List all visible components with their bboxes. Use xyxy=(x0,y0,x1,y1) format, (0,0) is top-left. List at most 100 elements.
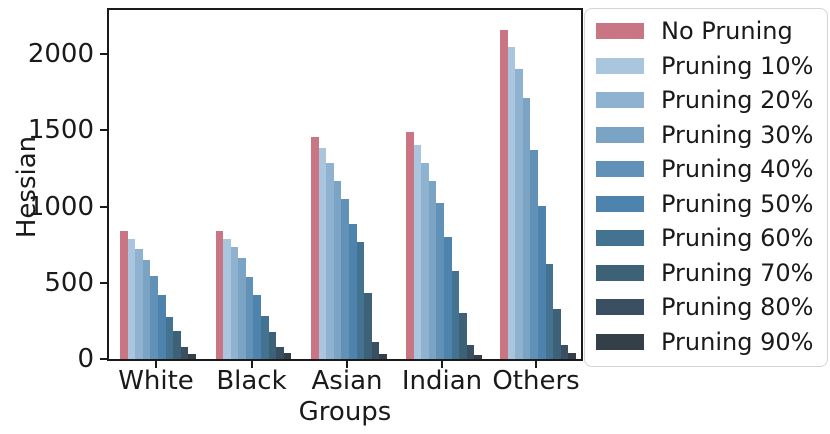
bar xyxy=(436,202,444,359)
bar xyxy=(150,275,158,359)
bar xyxy=(474,355,482,359)
bar xyxy=(215,230,224,359)
x-tick-label-black: Black xyxy=(216,366,287,396)
x-tick xyxy=(346,361,348,368)
bar xyxy=(421,163,429,359)
y-tick xyxy=(100,53,107,56)
legend-swatch-icon xyxy=(596,23,644,40)
x-tick-label-others: Others xyxy=(492,366,580,396)
bar xyxy=(341,198,349,359)
bar xyxy=(157,295,166,359)
bar xyxy=(553,309,561,359)
legend-label: Pruning 10% xyxy=(661,51,814,80)
y-tick xyxy=(100,205,107,208)
legend-swatch-icon xyxy=(596,92,644,109)
bar xyxy=(537,205,546,359)
bar xyxy=(245,276,254,359)
legend-item: Pruning 40% xyxy=(596,152,827,187)
legend-item: No Pruning xyxy=(596,14,827,49)
legend-item: Pruning 30% xyxy=(596,118,827,153)
legend-label: Pruning 70% xyxy=(661,258,814,287)
bar xyxy=(406,131,414,359)
legend-label: Pruning 60% xyxy=(661,224,814,253)
legend-item: Pruning 10% xyxy=(596,49,827,84)
bar xyxy=(428,181,437,359)
bar xyxy=(276,346,284,359)
bar xyxy=(560,344,569,359)
bar xyxy=(253,295,262,359)
legend-label: Pruning 50% xyxy=(661,189,814,218)
bar xyxy=(500,29,508,359)
bar-group-black xyxy=(215,10,292,359)
bar xyxy=(142,259,151,359)
legend-swatch-icon xyxy=(596,230,644,247)
bar-group-asian xyxy=(311,10,387,359)
legend-label: No Pruning xyxy=(661,17,793,46)
bar xyxy=(443,237,452,359)
x-tick xyxy=(535,361,537,368)
bar xyxy=(311,137,319,359)
bar xyxy=(173,330,181,359)
bar xyxy=(326,163,334,359)
legend-label: Pruning 20% xyxy=(661,86,814,115)
bar xyxy=(120,230,128,359)
legend-swatch-icon xyxy=(596,299,644,316)
bar xyxy=(364,293,372,359)
legend-item: Pruning 20% xyxy=(596,83,827,118)
bar xyxy=(522,98,531,359)
legend-item: Pruning 50% xyxy=(596,187,827,222)
bar xyxy=(379,353,387,359)
legend-swatch-icon xyxy=(596,264,644,281)
y-tick-label: 1000 xyxy=(27,191,94,222)
legend-item: Pruning 80% xyxy=(596,290,827,325)
bar xyxy=(507,46,516,359)
y-tick-label: 1500 xyxy=(27,115,94,146)
y-tick-label: 500 xyxy=(44,267,94,298)
bar-group-others xyxy=(500,10,576,359)
bar xyxy=(451,271,460,359)
bar xyxy=(188,354,196,359)
bar xyxy=(261,315,269,359)
legend-swatch-icon xyxy=(596,126,644,143)
x-tick-label-indian: Indian xyxy=(401,366,483,396)
y-tick-label: 2000 xyxy=(27,39,94,70)
y-tick xyxy=(100,129,107,132)
bar xyxy=(268,331,277,359)
bar xyxy=(371,342,380,359)
bar xyxy=(348,224,357,359)
bar xyxy=(230,247,239,359)
legend: No Pruning Pruning 10% Pruning 20% Pruning … xyxy=(584,8,828,367)
legend-label: Pruning 40% xyxy=(661,155,814,184)
x-tick xyxy=(250,361,253,368)
legend-item: Pruning 90% xyxy=(596,325,827,360)
bar xyxy=(318,147,327,359)
bar xyxy=(530,150,538,359)
legend-label: Pruning 80% xyxy=(661,293,814,322)
legend-swatch-icon xyxy=(596,161,644,178)
plot-area xyxy=(107,8,583,361)
y-tick xyxy=(100,281,107,284)
bar xyxy=(413,144,422,359)
x-axis-title: Groups xyxy=(298,397,392,427)
x-tick-label-white: White xyxy=(118,366,194,396)
y-tick xyxy=(100,358,107,360)
bar xyxy=(333,181,342,359)
x-tick xyxy=(155,361,157,368)
bar xyxy=(459,313,467,359)
x-tick xyxy=(441,361,443,368)
bar xyxy=(165,317,174,359)
bar xyxy=(283,352,292,359)
x-tick-label-asian: Asian xyxy=(311,366,383,396)
legend-swatch-icon xyxy=(596,333,644,350)
bar xyxy=(223,238,231,359)
bar xyxy=(356,242,365,359)
bar xyxy=(568,352,576,359)
bar xyxy=(180,346,189,359)
legend-swatch-icon xyxy=(596,195,644,212)
bar-group-indian xyxy=(406,10,482,359)
bar xyxy=(135,248,143,359)
bar xyxy=(515,69,523,359)
bar xyxy=(238,258,246,359)
legend-label: Pruning 90% xyxy=(661,327,814,356)
